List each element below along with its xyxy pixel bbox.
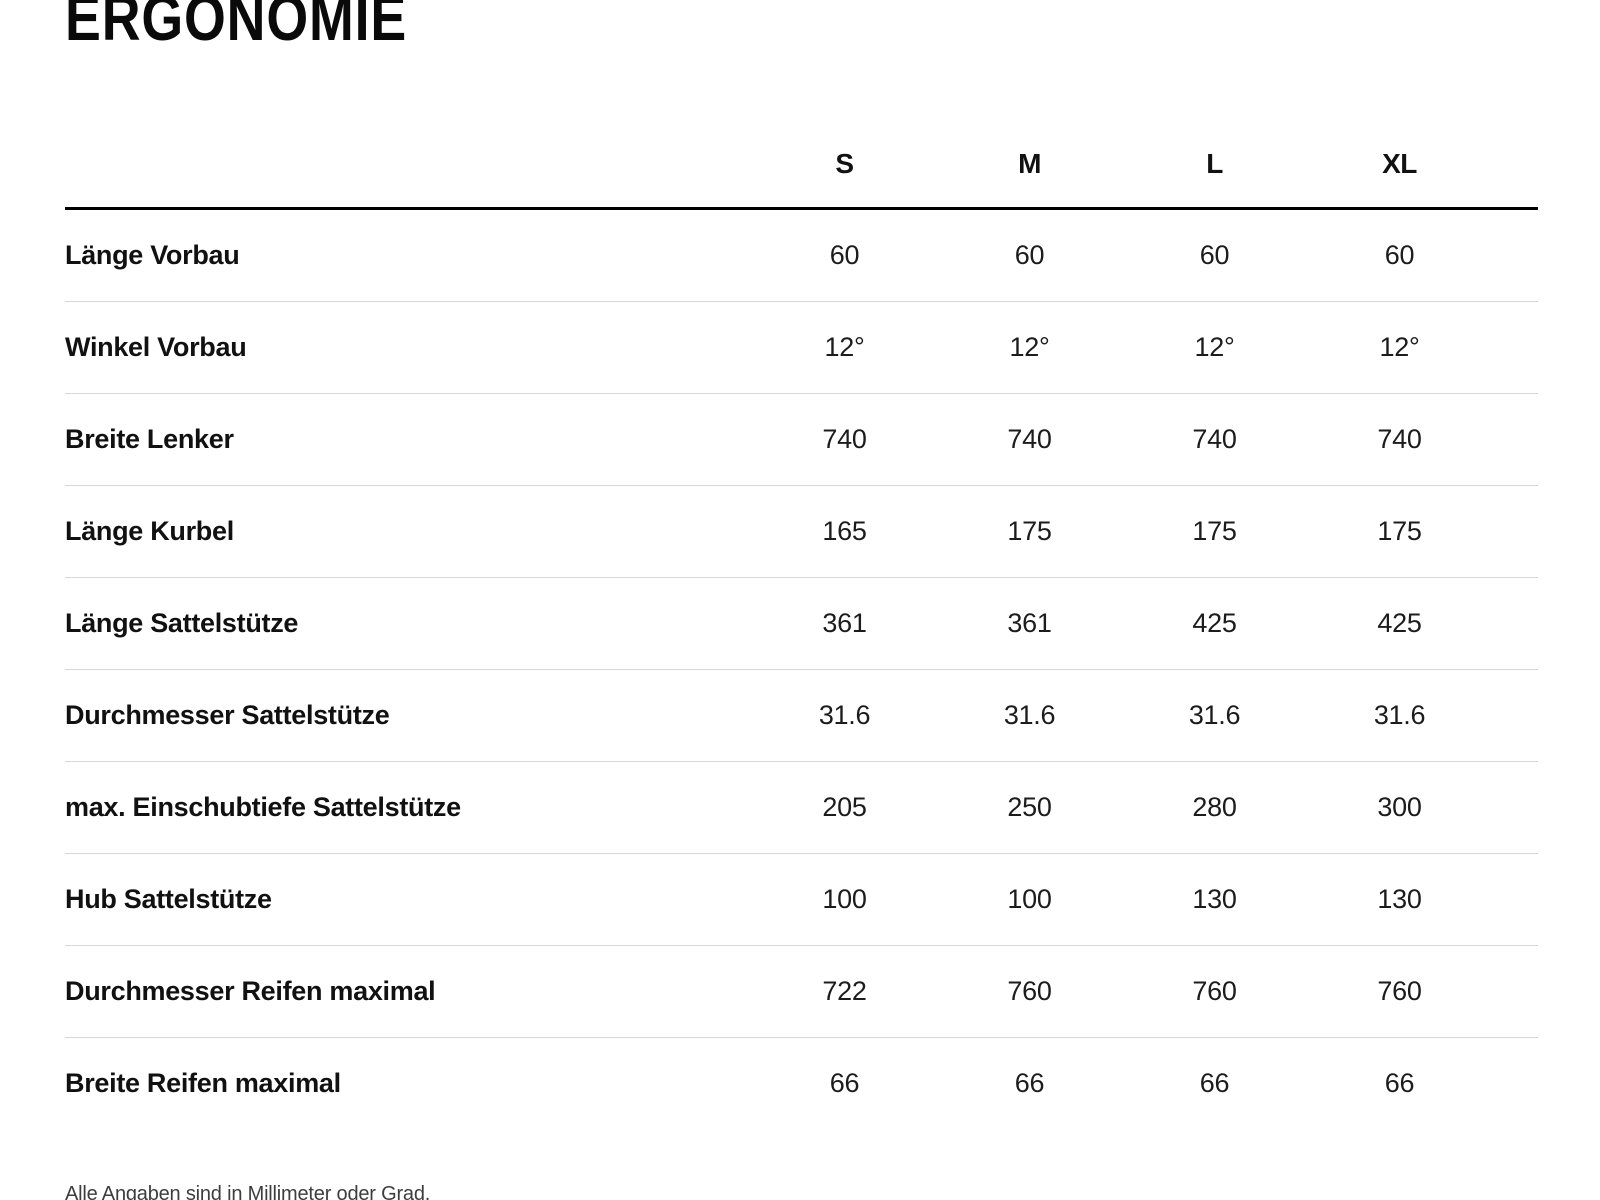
spec-value: 740 [1122,393,1307,486]
spec-value: 250 [937,761,1122,854]
table-row: Breite Reifen maximal 66 66 66 66 [65,1038,1538,1130]
spec-value: 60 [1307,208,1492,302]
table-row: Länge Vorbau 60 60 60 60 [65,208,1538,302]
spec-value: 12° [1307,301,1492,394]
table-row: max. Einschubtiefe Sattelstütze 205 250 … [65,761,1538,854]
spec-value: 100 [937,853,1122,946]
spec-label: Durchmesser Reifen maximal [65,945,752,1038]
spec-value: 165 [752,485,937,578]
spec-value: 740 [1307,393,1492,486]
spec-value: 740 [752,393,937,486]
page-title: ERGONOMIE [65,0,408,54]
ergonomics-section: ERGONOMIE S M L XL Länge Vorbau 60 60 60… [65,0,1538,1200]
spec-value: 300 [1307,761,1492,854]
spec-value: 66 [1384,1068,1415,1098]
spec-value: 175 [1307,485,1492,578]
spec-value: 760 [937,945,1122,1038]
size-header-row: S M L XL [65,120,1538,210]
size-header-s: S [752,120,937,210]
spec-value: 31.6 [937,669,1122,762]
size-header-m: M [937,120,1122,210]
spec-value: 361 [752,577,937,670]
units-footnote: Alle Angaben sind in Millimeter oder Gra… [65,1183,431,1200]
spec-value: 66 [1014,1068,1045,1098]
spec-label: max. Einschubtiefe Sattelstütze [65,761,752,854]
spec-value: 425 [1307,577,1492,670]
spec-value: 12° [1122,301,1307,394]
table-row: Winkel Vorbau 12° 12° 12° 12° [65,301,1538,394]
table-row: Breite Lenker 740 740 740 740 [65,393,1538,486]
spec-value: 130 [1122,853,1307,946]
spec-value: 66 [829,1068,860,1098]
spec-value: 175 [1122,485,1307,578]
spec-label: Länge Sattelstütze [65,577,752,670]
spec-value: 760 [1122,945,1307,1038]
spec-value: 31.6 [752,669,937,762]
spec-value: 100 [752,853,937,946]
table-row: Länge Kurbel 165 175 175 175 [65,485,1538,578]
spec-value: 740 [937,393,1122,486]
spec-value: 60 [1122,208,1307,302]
spec-label: Breite Reifen maximal [65,1068,341,1098]
spec-value: 205 [752,761,937,854]
spec-label: Länge Vorbau [65,208,752,302]
table-row: Durchmesser Sattelstütze 31.6 31.6 31.6 … [65,669,1538,762]
spec-label: Breite Lenker [65,393,752,486]
spec-value: 60 [752,208,937,302]
size-header-empty [65,120,752,210]
spec-label: Länge Kurbel [65,485,752,578]
table-row: Länge Sattelstütze 361 361 425 425 [65,577,1538,670]
size-header-l: L [1122,120,1307,210]
spec-value: 760 [1307,945,1492,1038]
spec-value: 31.6 [1307,669,1492,762]
spec-value: 722 [752,945,937,1038]
spec-value: 12° [752,301,937,394]
spec-value: 280 [1122,761,1307,854]
spec-label: Winkel Vorbau [65,301,752,394]
spec-value: 130 [1307,853,1492,946]
spec-value: 12° [937,301,1122,394]
table-row: Hub Sattelstütze 100 100 130 130 [65,853,1538,946]
size-header-spacer [1492,120,1538,210]
spec-value: 66 [1199,1068,1230,1098]
size-header-xl: XL [1307,120,1492,210]
spec-value: 425 [1122,577,1307,670]
spec-value: 361 [937,577,1122,670]
spec-value: 60 [937,208,1122,302]
spec-label: Durchmesser Sattelstütze [65,669,752,762]
spec-value: 31.6 [1122,669,1307,762]
table-row: Durchmesser Reifen maximal 722 760 760 7… [65,945,1538,1038]
spec-value: 175 [937,485,1122,578]
spec-label: Hub Sattelstütze [65,853,752,946]
ergonomics-table: S M L XL Länge Vorbau 60 60 60 60 Winkel… [65,120,1538,1129]
